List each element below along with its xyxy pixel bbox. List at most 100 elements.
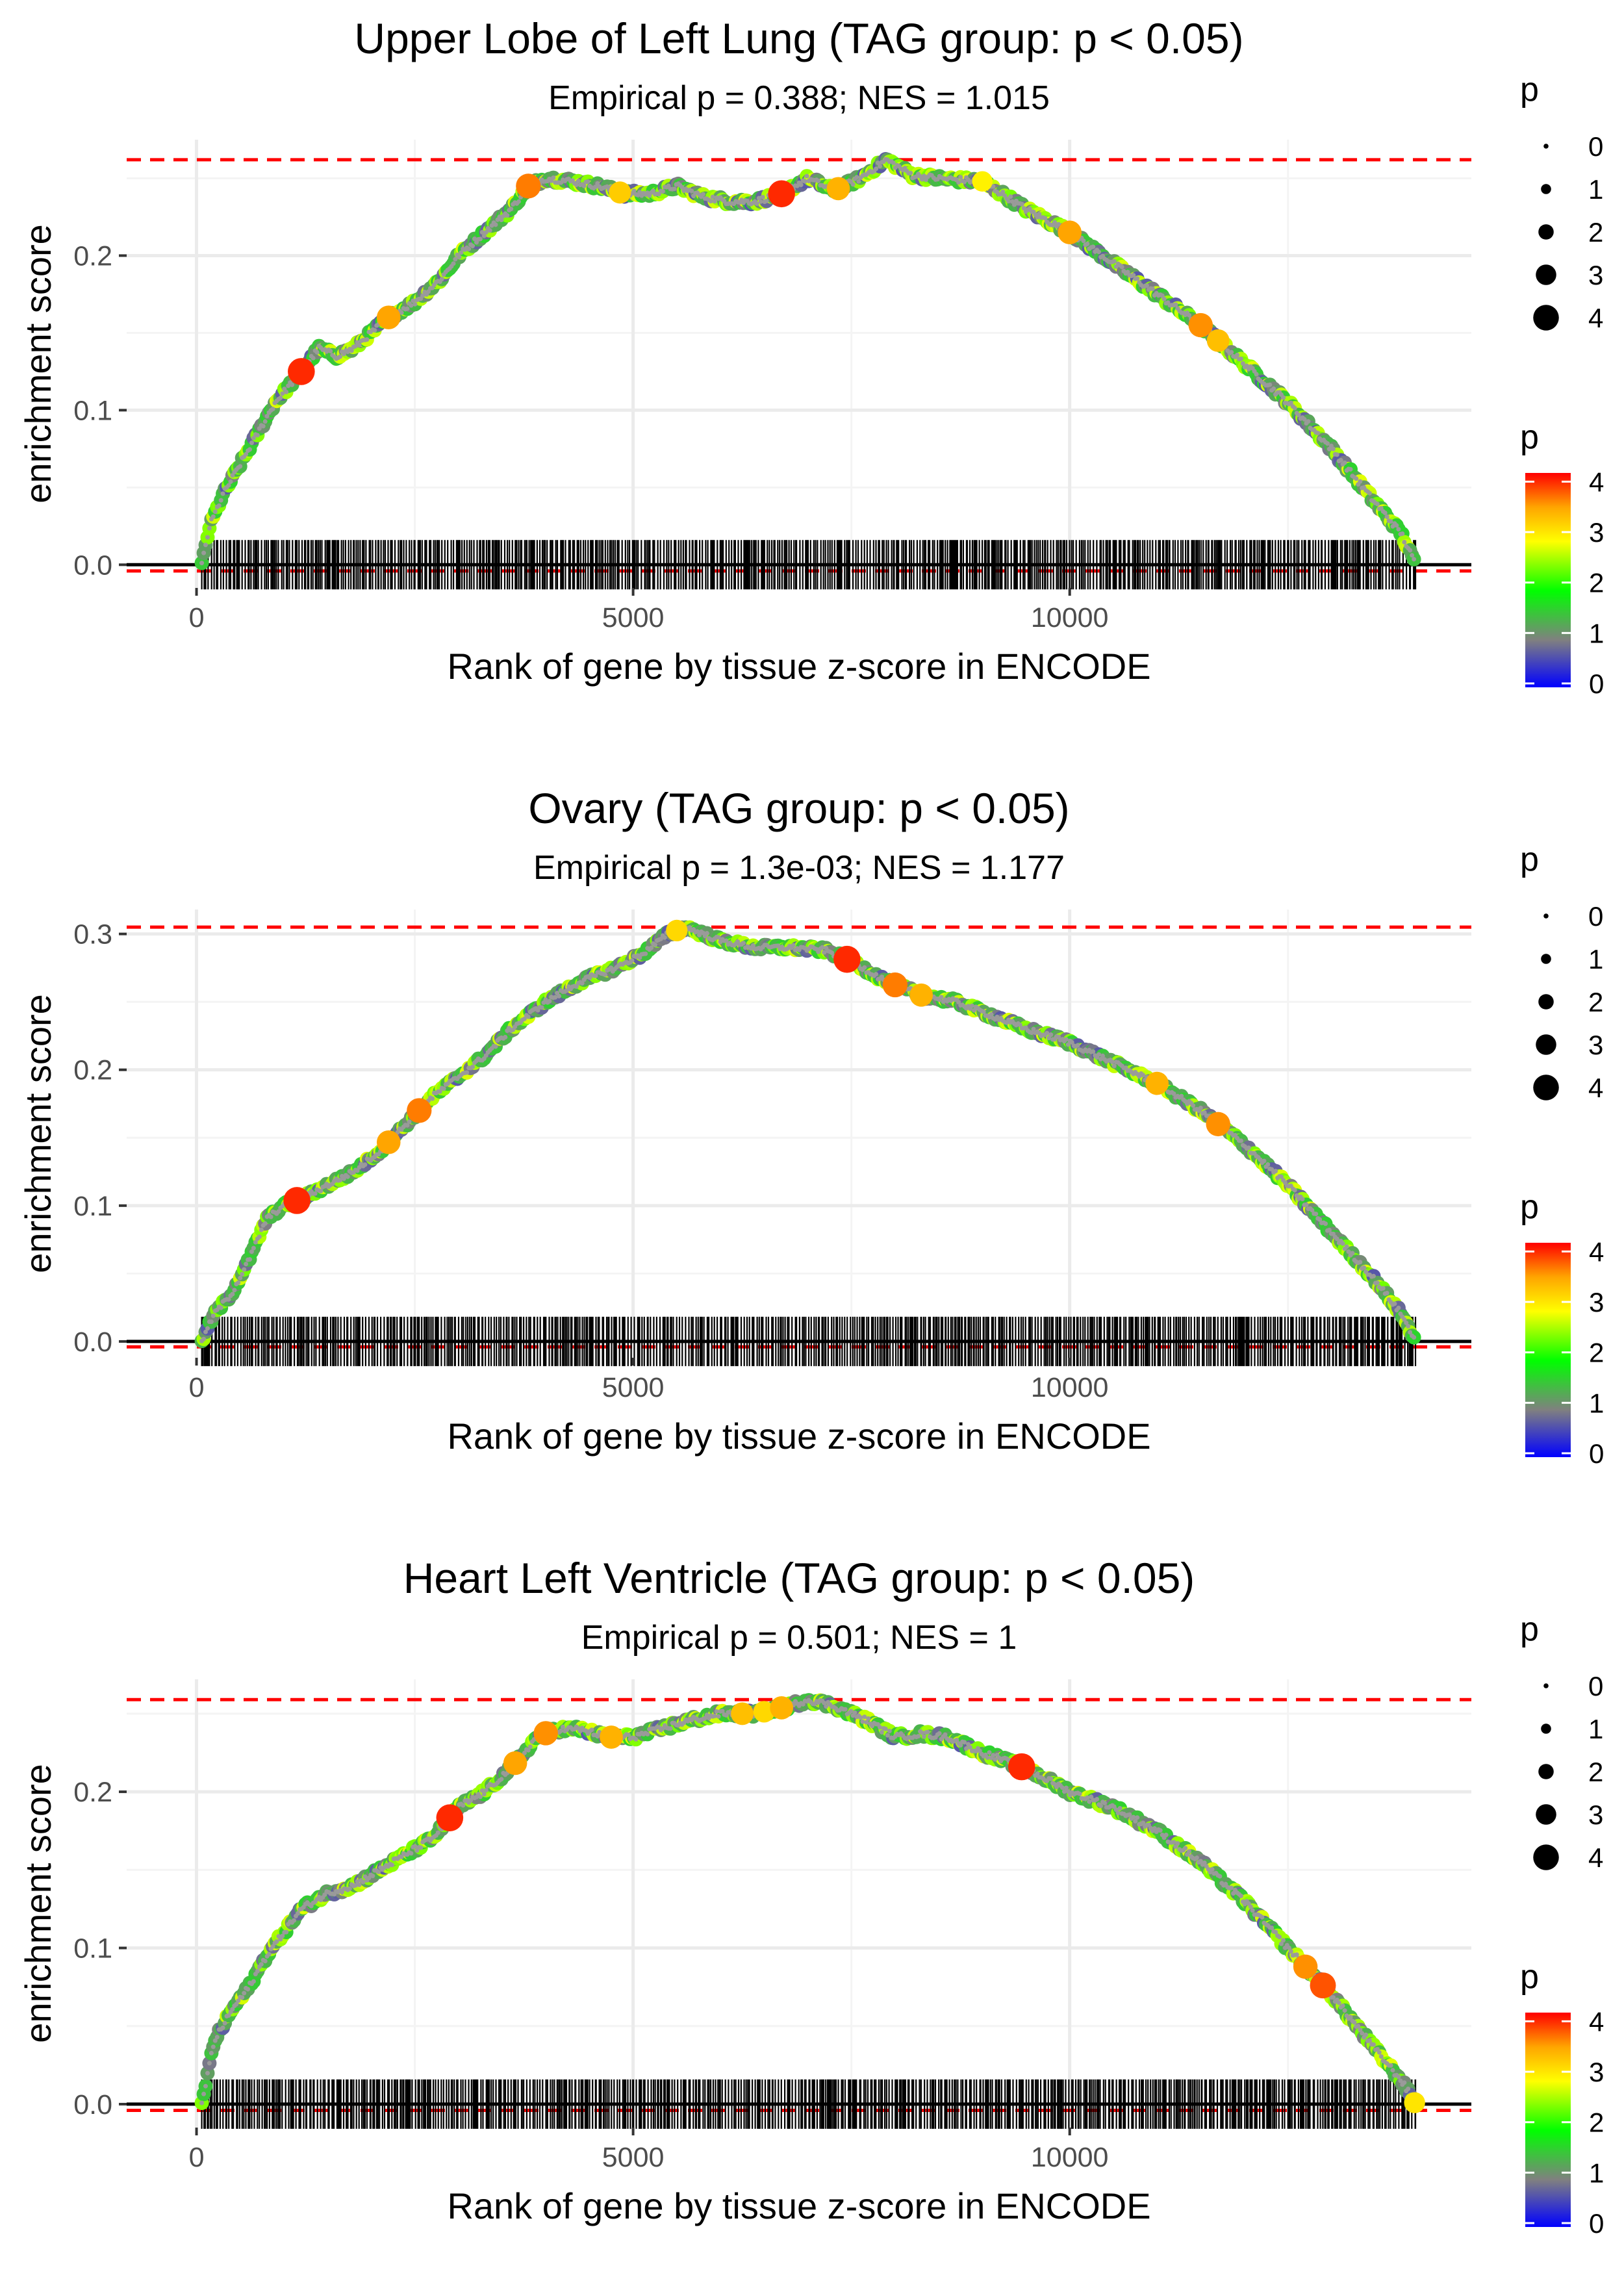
curve-point-core xyxy=(493,1044,498,1049)
curve-point-core xyxy=(653,943,657,947)
curve-point-core xyxy=(411,298,416,303)
y-axis-label: enrichment score xyxy=(18,994,58,1273)
curve-point-core xyxy=(1238,1138,1243,1143)
curve-point-core xyxy=(1288,1949,1293,1954)
curve-point-core xyxy=(244,1262,249,1267)
curve-point-core xyxy=(858,1715,863,1720)
curve-point-core xyxy=(559,1728,564,1733)
curve-point-core xyxy=(1017,1023,1022,1028)
chart-panel-2: Ovary (TAG group: p < 0.05) Empirical p =… xyxy=(18,784,1604,1469)
size-legend-key xyxy=(1541,1724,1551,1734)
curve-point-core xyxy=(1047,1036,1052,1041)
curve-point-core xyxy=(962,1740,967,1745)
curve-point-core xyxy=(1077,1791,1082,1796)
curve-point-core xyxy=(270,407,275,412)
curve-point-core xyxy=(1410,553,1415,558)
chart-subtitle: Empirical p = 0.388; NES = 1.015 xyxy=(548,79,1050,117)
curve-point-core xyxy=(937,1731,942,1736)
curve-point-core xyxy=(1152,1826,1157,1831)
y-tick-label: 0.1 xyxy=(73,1191,112,1222)
curve-point-core xyxy=(278,1937,283,1942)
curve-point-core xyxy=(1367,490,1372,496)
curve-point-core xyxy=(651,188,655,194)
curve-point-core xyxy=(668,1726,673,1731)
curve-point-core xyxy=(1326,1227,1332,1232)
curve-point-core xyxy=(603,972,608,977)
curve-point-core xyxy=(262,419,268,424)
x-tick-label: 0 xyxy=(189,1372,205,1403)
curve-point-core xyxy=(270,1944,275,1949)
curve-point-core xyxy=(481,1792,487,1797)
curve-point-core xyxy=(916,1734,921,1739)
curve-point-core xyxy=(1277,1935,1282,1940)
curve-point-core xyxy=(672,186,677,192)
curve-point-core xyxy=(1296,413,1301,418)
curve-point-core xyxy=(1194,1855,1199,1861)
curve-point-core xyxy=(800,1701,806,1707)
curve-point-core xyxy=(312,1191,318,1196)
y-tick-label: 0.0 xyxy=(73,2089,112,2120)
curve-point-core xyxy=(943,1732,948,1737)
y-tick-label: 0.0 xyxy=(73,1327,112,1358)
curve-point-core xyxy=(230,473,235,478)
curve-point-core xyxy=(1279,1941,1284,1946)
size-legend-label: 3 xyxy=(1588,260,1603,290)
curve-point-core xyxy=(479,230,485,235)
curve-point-core xyxy=(1267,382,1273,387)
curve-point-core xyxy=(207,2061,212,2066)
curve-point-core xyxy=(1119,264,1124,270)
x-tick-label: 10000 xyxy=(1031,602,1109,633)
curve-point-core xyxy=(954,1738,959,1742)
curve-point-core xyxy=(420,293,425,298)
significant-point xyxy=(288,358,315,385)
y-tick-label: 0.3 xyxy=(73,919,112,950)
curve-point-core xyxy=(1198,1859,1203,1864)
significant-point xyxy=(753,1701,775,1723)
curve-point-core xyxy=(852,1710,857,1715)
curve-point-core xyxy=(205,1326,210,1331)
curve-point-core xyxy=(1384,515,1389,519)
x-tick-label: 0 xyxy=(189,602,205,633)
size-legend-label: 1 xyxy=(1588,944,1603,974)
curve-point-core xyxy=(750,943,755,948)
curve-point-core xyxy=(255,433,260,438)
curve-point-core xyxy=(242,1267,247,1272)
curve-point-core xyxy=(280,391,285,396)
curve-point-core xyxy=(259,1962,264,1967)
curve-point-core xyxy=(1117,1806,1123,1811)
color-legend-label: 4 xyxy=(1589,2006,1604,2037)
significant-point xyxy=(1206,1112,1230,1137)
curve-point-core xyxy=(589,1727,594,1733)
curve-point-core xyxy=(561,1724,565,1729)
significant-point xyxy=(1310,1972,1336,1999)
curve-point-core xyxy=(409,1851,414,1856)
curve-point-core xyxy=(251,1245,256,1251)
curve-point-core xyxy=(804,173,809,179)
size-legend: p 0 1 2 3 4 xyxy=(1520,841,1603,1103)
curve-point-core xyxy=(1342,460,1347,465)
curve-point-core xyxy=(412,301,418,307)
curve-point-core xyxy=(516,199,521,204)
color-legend-label: 1 xyxy=(1589,2157,1604,2188)
size-legend-key xyxy=(1538,224,1554,240)
curve-point-core xyxy=(1171,1840,1176,1845)
curve-point-core xyxy=(1317,1217,1323,1222)
curve-point-core xyxy=(345,1174,350,1179)
grid-lines xyxy=(127,910,1471,1358)
size-legend-title: p xyxy=(1520,841,1539,878)
curve-point-core xyxy=(1260,1914,1265,1920)
curve-point-core xyxy=(862,965,867,970)
curve-point-core xyxy=(824,1704,829,1709)
chart-panel-1: Upper Lobe of Left Lung (TAG group: p < … xyxy=(18,14,1604,699)
curve-point-core xyxy=(236,1280,241,1285)
curve-point-core xyxy=(1294,1952,1299,1957)
curve-point-core xyxy=(1358,1260,1363,1265)
y-tick-label: 0.2 xyxy=(73,1777,112,1808)
curve-point-core xyxy=(1352,2020,1357,2025)
size-legend-key xyxy=(1533,1844,1559,1870)
curve-point-core xyxy=(499,218,504,223)
color-legend-label: 0 xyxy=(1589,2208,1604,2239)
curve-point-core xyxy=(483,1788,488,1793)
curve-point-core xyxy=(1115,1811,1121,1816)
